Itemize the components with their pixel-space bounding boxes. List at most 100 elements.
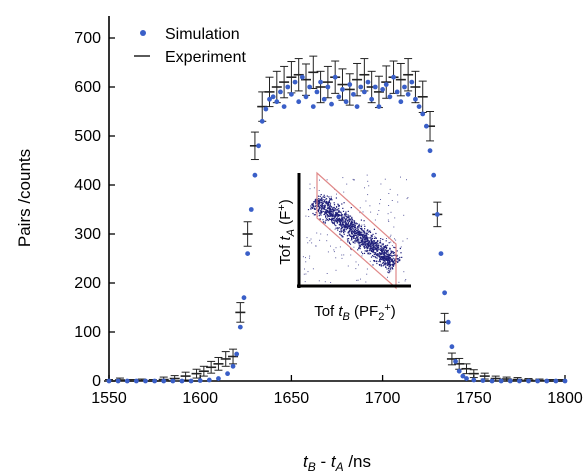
inset-point [338, 211, 340, 213]
inset-point [391, 245, 393, 247]
inset-point [365, 240, 368, 243]
inset-point [375, 237, 377, 239]
inset-point [317, 205, 319, 207]
inset-point [361, 228, 363, 231]
inset-point [370, 236, 372, 238]
inset-point [350, 217, 352, 219]
inset-point [376, 255, 378, 257]
inset-point [341, 218, 344, 220]
inset-point [354, 238, 356, 240]
inset-point [358, 242, 360, 244]
inset-point [309, 183, 311, 185]
simulation-point [188, 378, 194, 384]
inset-point [353, 179, 355, 181]
inset-point [371, 247, 373, 249]
inset-point [397, 201, 399, 203]
inset-point [317, 201, 319, 203]
inset-point [379, 242, 381, 244]
inset-point [387, 261, 389, 263]
inset-point [355, 236, 358, 238]
inset-point [369, 260, 371, 262]
inset-point [358, 243, 360, 245]
inset-point [324, 281, 326, 283]
inset-point [391, 263, 394, 265]
inset-point [365, 238, 367, 240]
inset-point [346, 227, 349, 230]
inset-point [317, 210, 320, 213]
inset-point [393, 264, 395, 266]
inset-point [379, 252, 381, 254]
inset-point [390, 258, 392, 260]
inset-point [356, 232, 358, 234]
inset-point [384, 260, 386, 262]
simulation-point [106, 378, 112, 384]
inset-point [357, 226, 359, 228]
simulation-point [394, 89, 400, 95]
inset-point [361, 255, 363, 257]
inset-point [346, 183, 348, 185]
inset-point [324, 204, 326, 206]
inset-point [330, 214, 332, 216]
inset-point [335, 247, 337, 249]
inset-point [370, 239, 372, 241]
inset-point [343, 229, 345, 231]
inset-point [341, 216, 343, 218]
inset-point [344, 217, 346, 219]
inset-point [349, 223, 352, 225]
inset-point [375, 253, 377, 255]
inset-point [372, 243, 374, 245]
inset-point [347, 239, 349, 242]
simulation-point [267, 96, 272, 102]
simulation-point [405, 91, 411, 97]
inset-point [397, 261, 399, 263]
inset-point [338, 210, 340, 212]
inset-point [380, 247, 382, 249]
inset-point [320, 212, 323, 214]
inset-point [340, 231, 342, 233]
inset-point [342, 230, 344, 232]
inset-point [310, 207, 312, 209]
inset-point [373, 243, 375, 245]
inset-point [338, 208, 340, 210]
simulation-point [299, 74, 305, 80]
inset-point [353, 237, 355, 239]
inset-point [383, 261, 385, 263]
inset-point [352, 226, 355, 228]
simulation-point [438, 251, 444, 256]
inset-point [381, 243, 383, 245]
inset-point [333, 204, 336, 206]
inset-point [387, 263, 390, 265]
inset-point [349, 234, 351, 236]
inset-point [366, 240, 368, 242]
inset-point [325, 198, 326, 200]
inset-point [320, 208, 322, 210]
inset-point [332, 214, 334, 216]
inset-point [358, 234, 360, 236]
experiment-point [206, 360, 217, 374]
inset-point [311, 242, 313, 244]
inset-point [366, 246, 368, 248]
inset-point [347, 241, 349, 243]
inset-point [381, 250, 383, 252]
inset-point [369, 244, 371, 246]
inset-point [381, 257, 383, 259]
inset-point [379, 248, 381, 250]
inset-point [363, 245, 366, 247]
inset-point [319, 201, 321, 203]
inset-point [386, 255, 388, 257]
inset-point [362, 244, 364, 246]
inset-point [328, 219, 331, 221]
inset-point [336, 216, 339, 218]
inset-point [361, 235, 363, 237]
inset-point [356, 239, 358, 241]
inset-point [389, 248, 391, 250]
simulation-point [152, 378, 158, 384]
inset-point [346, 235, 348, 237]
inset-point [345, 222, 347, 224]
experiment-point [403, 58, 414, 92]
inset-point [332, 217, 334, 219]
inset-point [342, 223, 344, 226]
inset-point [376, 249, 378, 251]
inset-point [349, 242, 351, 244]
simulation-point [216, 376, 221, 381]
